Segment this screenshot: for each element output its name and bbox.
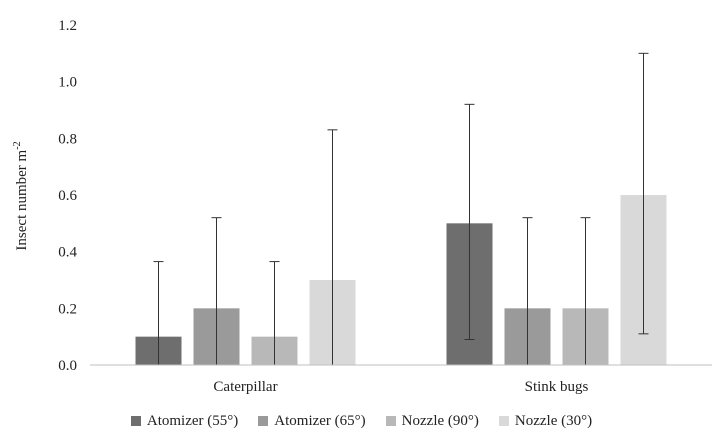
category-label: Caterpillar [213,379,277,395]
category-labels: Caterpillar Stink bugs [213,379,588,395]
legend-item: Nozzle (90°) [385,412,479,430]
category-label: Stink bugs [525,379,589,395]
y-tick-label: 0.0 [58,358,77,374]
legend-item: Atomizer (65°) [258,412,366,430]
legend-item: Atomizer (55°) [130,412,239,430]
bars [135,195,667,365]
legend-swatch [498,416,509,426]
legend-label: Atomizer (55°) [146,412,239,429]
legend-swatch [385,416,396,426]
y-tick-label: 0.2 [58,301,77,317]
legend-label: Atomizer (65°) [274,412,366,429]
y-tick-label: 1.2 [58,18,77,34]
y-axis-ticks: 0.0 0.2 0.4 0.6 0.8 1.0 1.2 [58,18,77,374]
y-tick-label: 0.4 [58,245,77,261]
legend-item: Nozzle (30°) [498,412,593,430]
y-tick-label: 0.6 [58,188,77,204]
legend-swatch [258,416,269,426]
error-bars [153,52,649,365]
legend: Atomizer (55°) Atomizer (65°) Nozzle (90°)… [0,410,723,432]
legend-swatch [130,416,141,426]
y-axis-title: Insect number m-2 [12,141,30,250]
y-tick-label: 0.8 [58,131,77,147]
legend-label: Nozzle (30°) [514,412,593,429]
y-tick-label: 1.0 [58,75,77,91]
legend-label: Nozzle (90°) [401,412,479,429]
